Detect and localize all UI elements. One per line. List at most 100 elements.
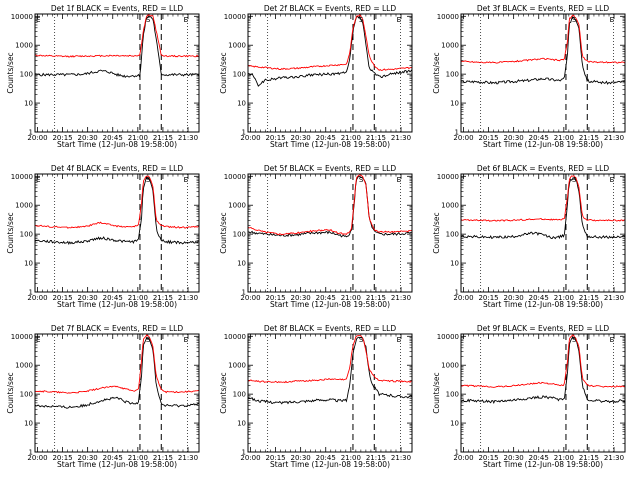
panel-title: Det 8f BLACK = Events, RED = LLD xyxy=(264,324,397,333)
y-axis-title: Counts/sec xyxy=(432,52,441,93)
panel-title: Det 3f BLACK = Events, RED = LLD xyxy=(477,4,610,13)
y-tick-label: 10 xyxy=(237,260,246,268)
x-tick-label: 21:30 xyxy=(178,134,198,142)
x-tick-label: 21:15 xyxy=(153,294,173,302)
events-series-line xyxy=(35,336,199,409)
y-tick-label: 1000 xyxy=(15,202,33,210)
marker-letter: S xyxy=(359,176,364,184)
y-tick-label: 10000 xyxy=(224,333,246,341)
y-axis-title: Counts/sec xyxy=(219,212,228,253)
plot-area xyxy=(35,14,199,79)
x-tick-label: 21:30 xyxy=(178,454,198,462)
x-tick-label: 21:30 xyxy=(604,454,624,462)
x-tick-label: 20:45 xyxy=(103,294,123,302)
y-axis-title: Counts/sec xyxy=(432,212,441,253)
y-tick-label: 1 xyxy=(455,129,459,137)
x-tick-label: 21:15 xyxy=(366,454,386,462)
x-tick-label: 20:45 xyxy=(316,454,336,462)
y-tick-label: 10 xyxy=(24,260,33,268)
plot-frame xyxy=(247,333,413,453)
y-tick-label: 1 xyxy=(455,289,459,297)
x-tick-label: 20:00 xyxy=(453,134,473,142)
x-tick-label: 21:00 xyxy=(554,134,574,142)
x-axis-title: Start Time (12-Jun-08 19:58:00) xyxy=(270,140,390,149)
y-axis-title: Counts/sec xyxy=(219,372,228,413)
lld-series-line xyxy=(35,175,199,229)
x-tick-label: 21:00 xyxy=(128,294,148,302)
lld-series-line xyxy=(248,14,412,71)
x-tick-label: 21:30 xyxy=(604,294,624,302)
x-tick-label: 20:30 xyxy=(78,454,98,462)
panel-4: Det 4f BLACK = Events, RED = LLD 1 10 100 10… xyxy=(6,164,200,309)
y-axis-title: Counts/sec xyxy=(6,212,15,253)
plot-frame xyxy=(460,13,626,133)
lld-series-line xyxy=(248,335,412,384)
panel-title: Det 6f BLACK = Events, RED = LLD xyxy=(477,164,610,173)
x-tick-label: 21:00 xyxy=(341,454,361,462)
x-axis-title: Start Time (12-Jun-08 19:58:00) xyxy=(57,300,177,309)
x-tick-label: 21:00 xyxy=(128,454,148,462)
lld-series-line xyxy=(461,14,625,64)
panel-9: Det 9f BLACK = Events, RED = LLD 1 10 100 10… xyxy=(432,324,626,469)
marker-letter: S xyxy=(359,336,364,344)
x-tick-label: 21:00 xyxy=(341,294,361,302)
x-tick-label: 20:30 xyxy=(504,294,524,302)
y-tick-label: 1000 xyxy=(15,362,33,370)
x-tick-label: 21:30 xyxy=(178,294,198,302)
plot-area xyxy=(461,14,625,85)
y-tick-label: 10 xyxy=(24,100,33,108)
plot-area xyxy=(35,175,199,245)
x-tick-label: 20:45 xyxy=(529,454,549,462)
x-tick-label: 20:00 xyxy=(27,134,47,142)
marker-letter: E xyxy=(36,176,40,184)
y-tick-label: 1000 xyxy=(441,42,459,50)
y-tick-label: 1000 xyxy=(228,202,246,210)
x-tick-label: 21:30 xyxy=(391,294,411,302)
marker-letter: E xyxy=(184,16,188,24)
x-axis-title: Start Time (12-Jun-08 19:58:00) xyxy=(57,460,177,469)
x-tick-label: 20:45 xyxy=(103,454,123,462)
x-tick-label: 20:15 xyxy=(478,454,498,462)
marker-letter: E xyxy=(397,16,401,24)
x-tick-label: 21:15 xyxy=(153,134,173,142)
x-tick-label: 20:15 xyxy=(478,294,498,302)
panel-6: Det 6f BLACK = Events, RED = LLD 1 10 100 10… xyxy=(432,164,626,309)
y-axis-title: Counts/sec xyxy=(6,372,15,413)
y-axis-title: Counts/sec xyxy=(6,52,15,93)
lld-series-line xyxy=(461,175,625,222)
events-series-line xyxy=(35,15,199,79)
x-tick-label: 21:00 xyxy=(341,134,361,142)
x-tick-label: 20:45 xyxy=(529,134,549,142)
marker-letter: S xyxy=(572,336,577,344)
marker-letter: E xyxy=(36,336,40,344)
y-tick-label: 1000 xyxy=(228,362,246,370)
plot-frame xyxy=(34,13,200,133)
panel-3: Det 3f BLACK = Events, RED = LLD 1 10 100 10… xyxy=(432,4,626,149)
y-tick-label: 100 xyxy=(233,391,246,399)
x-tick-label: 21:15 xyxy=(579,294,599,302)
marker-letter: E xyxy=(397,336,401,344)
plot-area xyxy=(461,175,625,240)
plot-area xyxy=(248,14,412,87)
x-tick-label: 20:00 xyxy=(240,454,260,462)
x-tick-label: 21:00 xyxy=(128,134,148,142)
marker-letter: E xyxy=(397,176,401,184)
panel-title: Det 9f BLACK = Events, RED = LLD xyxy=(477,324,610,333)
plot-area xyxy=(248,335,412,405)
y-axis-title: Counts/sec xyxy=(432,372,441,413)
y-tick-label: 1 xyxy=(242,289,246,297)
x-tick-label: 20:00 xyxy=(240,294,260,302)
y-tick-label: 1 xyxy=(455,449,459,457)
y-tick-label: 10 xyxy=(237,100,246,108)
x-tick-label: 20:45 xyxy=(316,134,336,142)
x-tick-label: 21:15 xyxy=(153,454,173,462)
y-tick-label: 10000 xyxy=(437,333,459,341)
y-tick-label: 100 xyxy=(446,391,459,399)
panel-8: Det 8f BLACK = Events, RED = LLD 1 10 100 10… xyxy=(219,324,413,469)
x-tick-label: 21:00 xyxy=(554,294,574,302)
y-tick-label: 10 xyxy=(450,420,459,428)
plot-area xyxy=(461,334,625,405)
x-tick-label: 21:15 xyxy=(366,294,386,302)
plot-frame xyxy=(460,333,626,453)
events-series-line xyxy=(461,16,625,85)
